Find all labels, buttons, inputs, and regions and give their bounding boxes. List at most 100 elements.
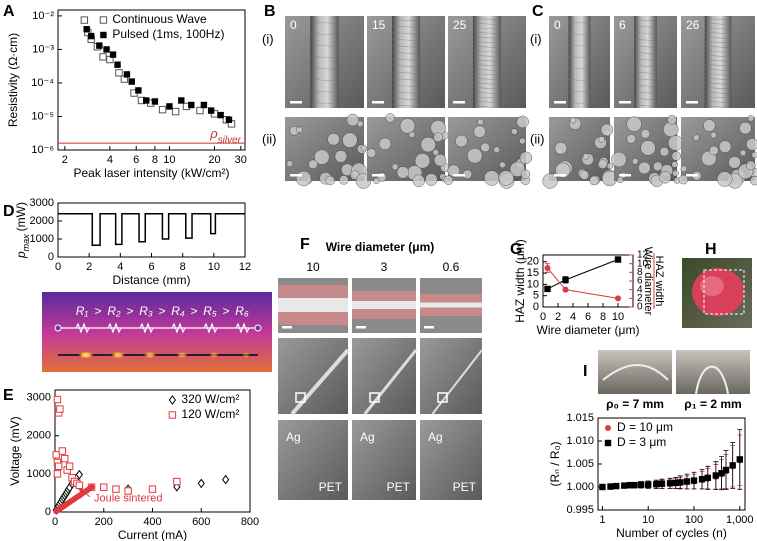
resistor	[235, 322, 250, 334]
sem-texture	[704, 54, 732, 58]
sem-grain	[747, 115, 755, 122]
x-tick-label: 2	[62, 154, 68, 166]
sem-texture	[310, 78, 339, 82]
marker	[143, 97, 150, 104]
y-tick-label: 3000	[27, 392, 51, 404]
sem-texture	[391, 45, 421, 48]
x-tick-label: 12	[239, 261, 251, 273]
y-tick-label: 10	[527, 278, 539, 290]
y-tick-label: 2000	[30, 215, 54, 227]
sem-texture	[472, 91, 502, 95]
sem-grain	[739, 149, 747, 157]
sem-image	[278, 338, 348, 414]
sem-texture	[568, 78, 591, 82]
y2-tick-label: 12	[637, 250, 649, 261]
scale-bar	[619, 174, 631, 177]
panel-letter: G	[510, 241, 522, 258]
marker	[200, 101, 208, 109]
marker	[109, 51, 117, 58]
marker	[645, 481, 652, 488]
panel-letter: F	[300, 236, 310, 253]
wire-band	[420, 302, 482, 308]
sem-grain	[626, 116, 642, 132]
sem-grain	[477, 118, 484, 126]
plot-frame	[57, 9, 246, 151]
x-tick-label: 10	[163, 154, 175, 166]
sem-texture	[391, 91, 421, 94]
sem-texture	[391, 18, 421, 22]
resistor-label: R₆	[235, 304, 249, 318]
x-tick-label: 8	[152, 154, 158, 166]
y-tick-label: 1.015	[566, 412, 594, 424]
sem-texture	[704, 87, 732, 90]
sem-texture	[704, 96, 732, 99]
marker	[653, 481, 660, 488]
marker	[75, 481, 84, 490]
y2-tick-label: 2	[637, 293, 643, 304]
x-tick-label: 10	[642, 514, 654, 526]
material-label: Ag	[286, 430, 301, 444]
zoom-box	[437, 392, 448, 403]
terminal	[254, 324, 262, 332]
image-label: 26	[686, 18, 700, 32]
sem-grain	[519, 137, 526, 145]
sem-texture	[704, 41, 732, 44]
material-label: PET	[387, 480, 411, 494]
resistor-label: R₂	[107, 304, 121, 318]
sem-grain	[582, 153, 590, 160]
x-tick-label: 4	[570, 311, 576, 323]
sem-texture	[704, 27, 732, 30]
x-tick-label: 800	[241, 516, 259, 528]
marker	[698, 475, 706, 483]
sem-texture	[704, 100, 732, 104]
sem-texture	[391, 25, 421, 29]
sem-grain	[466, 147, 483, 164]
y-tick-label: 1.005	[566, 458, 594, 470]
x-tick-label: 1	[599, 514, 605, 526]
sem-grain	[373, 177, 380, 185]
x-tick-label: 2	[555, 311, 561, 323]
marker	[666, 480, 674, 487]
scale-bar	[282, 326, 292, 329]
marker	[613, 482, 620, 490]
scale-bar	[554, 101, 566, 104]
legend-label: D = 3 μm	[617, 435, 666, 449]
resistor-label: R₄	[171, 304, 185, 318]
material-label: Ag	[428, 430, 443, 444]
sem-grain	[378, 137, 392, 151]
sem-texture	[391, 58, 421, 62]
sem-grain	[638, 161, 651, 175]
x-tick-label: 6	[148, 261, 154, 273]
sem-texture	[568, 90, 591, 94]
marker	[128, 78, 135, 85]
sem-texture	[568, 55, 591, 59]
row-label: (ii)	[262, 131, 276, 146]
sem-grain	[710, 131, 717, 139]
y-label-symbol: p	[14, 251, 28, 259]
sem-grain	[589, 175, 599, 186]
resistor-separator: >	[126, 304, 133, 318]
sem-texture	[634, 51, 657, 55]
resistor-separator: >	[158, 304, 165, 318]
sem-grain	[484, 170, 500, 186]
sem-texture	[568, 101, 591, 105]
marker	[83, 26, 90, 33]
resistor	[139, 322, 154, 334]
hot-spot	[242, 351, 250, 359]
scale-bar	[356, 326, 366, 329]
panel-letter: A	[3, 3, 15, 20]
y-tick-label: 15	[527, 267, 539, 279]
legend-label: 320 W/cm²	[181, 392, 239, 406]
scale-bar	[554, 174, 566, 177]
marker	[222, 474, 230, 485]
resistor-label: R₃	[139, 304, 153, 318]
sem-grain	[360, 144, 368, 152]
legend-marker	[100, 31, 107, 39]
marker	[99, 53, 107, 61]
scale-bar	[290, 101, 302, 104]
marker	[729, 462, 736, 469]
x-tick-label: 8	[600, 311, 606, 323]
sem-grain	[569, 116, 577, 124]
sem-texture	[634, 97, 657, 101]
